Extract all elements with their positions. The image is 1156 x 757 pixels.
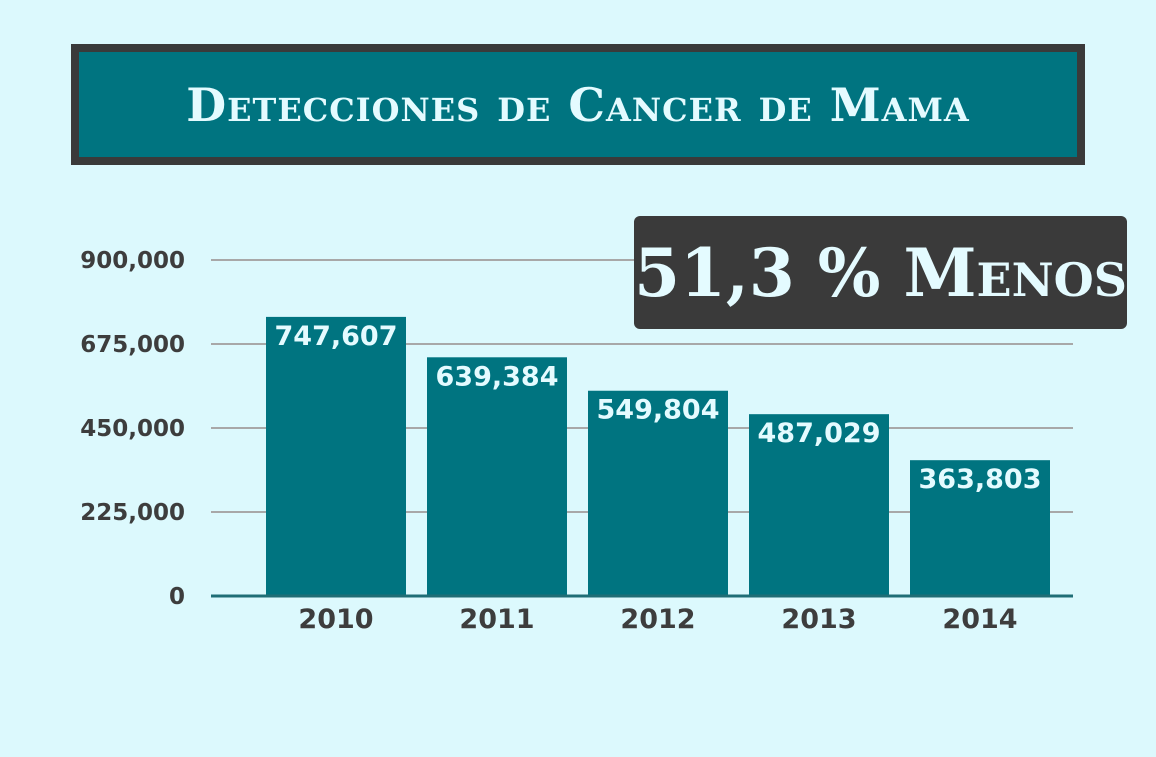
- y-tick-label: 0: [169, 584, 185, 610]
- callout-text: 51,3 % Menos: [634, 233, 1127, 312]
- chart-title: Detecciones de Cancer de Mama: [186, 77, 970, 132]
- bar-value-label: 487,029: [758, 418, 881, 449]
- x-tick-label: 2011: [459, 604, 534, 635]
- bar-value-label: 747,607: [275, 321, 398, 352]
- y-tick-label: 675,000: [80, 332, 185, 358]
- x-tick-label: 2014: [942, 604, 1017, 635]
- bar: [427, 357, 567, 596]
- x-tick-label: 2013: [781, 604, 856, 635]
- bar-value-label: 549,804: [597, 395, 720, 426]
- bar: [749, 414, 889, 596]
- bar-value-label: 639,384: [436, 361, 559, 392]
- bar: [588, 390, 728, 596]
- bar-value-label: 363,803: [919, 464, 1042, 495]
- x-tick-labels: 2010 2011 2012 2013 2014: [298, 604, 1017, 635]
- chart-title-box: Detecciones de Cancer de Mama: [71, 44, 1085, 165]
- bars: [266, 316, 1050, 596]
- x-tick-label: 2010: [298, 604, 373, 635]
- callout-box: 51,3 % Menos: [634, 216, 1127, 329]
- bar: [266, 316, 406, 596]
- y-tick-label: 225,000: [80, 500, 185, 526]
- y-tick-label: 900,000: [80, 248, 185, 274]
- bar: [910, 460, 1050, 596]
- y-tick-label: 450,000: [80, 416, 185, 442]
- x-tick-label: 2012: [620, 604, 695, 635]
- data-labels: 747,607 639,384 549,804 487,029 363,803: [275, 321, 1042, 495]
- y-tick-labels: 0 225,000 450,000 675,000 900,000: [80, 248, 185, 610]
